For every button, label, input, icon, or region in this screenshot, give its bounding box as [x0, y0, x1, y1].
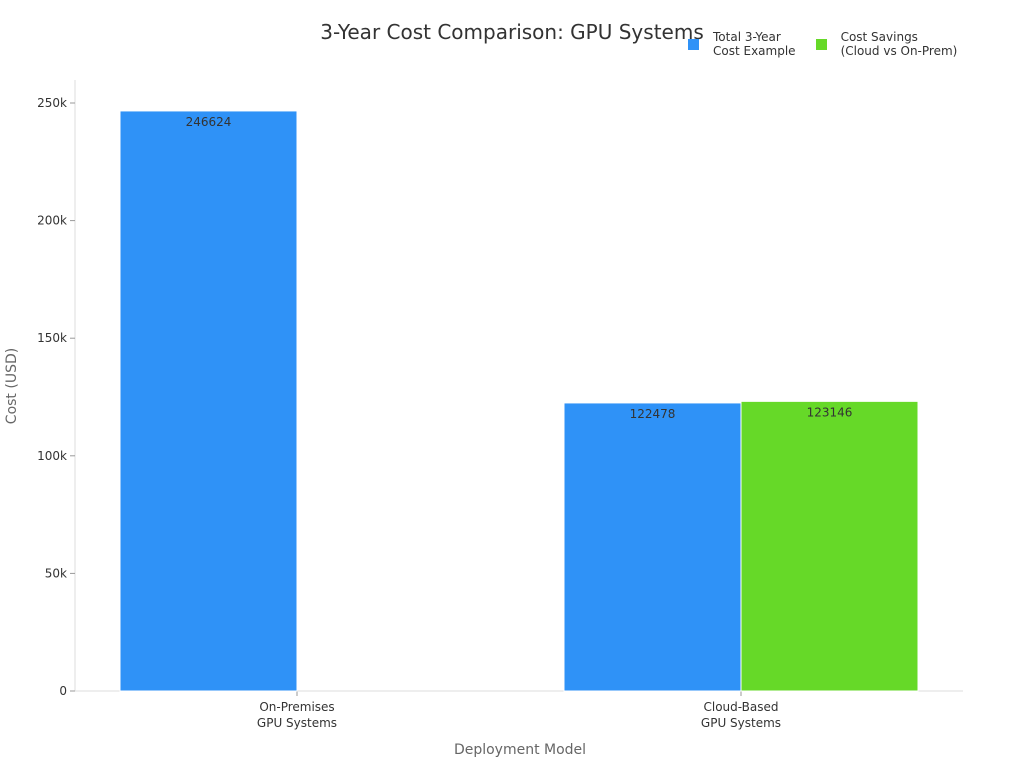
- legend-swatch-cost-savings: [815, 39, 827, 50]
- legend-item-cost-savings: Cost Savings (Cloud vs On-Prem): [815, 30, 958, 58]
- bar: [563, 402, 742, 692]
- bar-data-label: 246624: [186, 115, 232, 129]
- bar: [740, 400, 919, 692]
- legend-swatch-total-cost: [688, 39, 699, 50]
- y-tick-label: 200k: [37, 214, 67, 228]
- bar-data-label: 123146: [807, 405, 853, 419]
- legend-item-total-cost: Total 3-Year Cost Example: [688, 30, 796, 58]
- x-tick-label: On-Premises GPU Systems: [257, 700, 337, 730]
- y-tick-label: 150k: [37, 331, 67, 345]
- legend: Total 3-Year Cost Example Cost Savings (…: [688, 30, 957, 58]
- bar-data-label: 122478: [630, 407, 676, 421]
- y-tick-label: 0: [59, 684, 67, 698]
- x-tick-label: Cloud-Based GPU Systems: [701, 700, 781, 730]
- y-tick-label: 100k: [37, 449, 67, 463]
- y-tick-label: 250k: [37, 96, 67, 110]
- x-axis-title: Deployment Model: [453, 742, 587, 758]
- bar: [119, 110, 298, 692]
- chart-title: 3-Year Cost Comparison: GPU Systems: [320, 20, 704, 44]
- legend-label-cost-savings: Cost Savings (Cloud vs On-Prem): [840, 30, 958, 58]
- y-tick-label: 50k: [45, 566, 67, 580]
- legend-label-total-cost: Total 3-Year Cost Example: [713, 30, 796, 58]
